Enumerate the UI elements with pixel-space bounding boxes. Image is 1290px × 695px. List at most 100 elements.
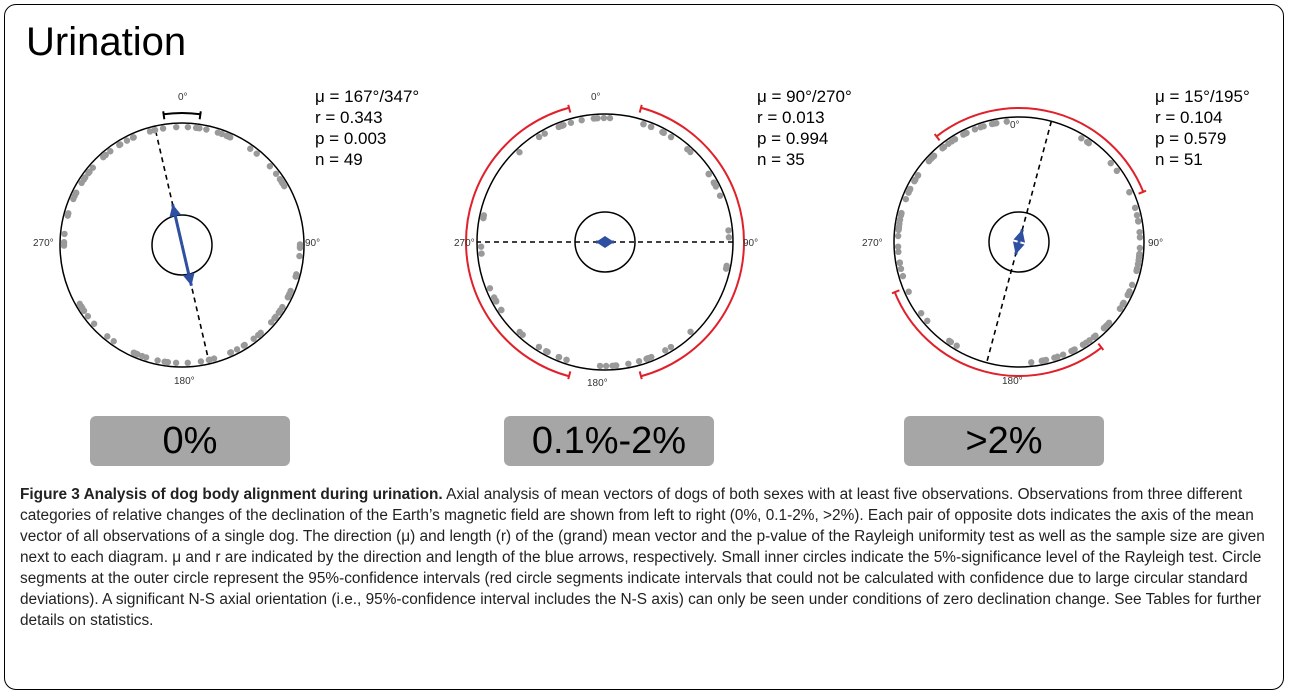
ci-end-tick: [567, 104, 572, 113]
data-dot: [197, 358, 205, 365]
plot-body-1: [59, 111, 305, 368]
data-dot: [1134, 260, 1142, 268]
data-dot: [991, 120, 998, 127]
data-dot: [78, 303, 85, 310]
data-dot: [1059, 351, 1067, 358]
data-dot: [541, 130, 548, 137]
data-dot: [723, 262, 730, 270]
data-dot: [946, 337, 953, 345]
data-dot: [1103, 322, 1111, 329]
data-dot: [1003, 118, 1010, 125]
data-dot: [606, 114, 614, 122]
stat-p-3: p = 0.579: [1155, 129, 1227, 148]
data-dot: [710, 179, 718, 186]
data-dot: [72, 189, 80, 196]
data-dot: [1135, 218, 1142, 225]
stat-r-1: r = 0.343: [315, 108, 383, 127]
data-dot: [267, 319, 275, 326]
data-dot: [203, 126, 210, 133]
stat-r-2: r = 0.013: [757, 108, 825, 127]
plot-body-2: [464, 104, 746, 380]
data-dot: [1126, 189, 1133, 196]
data-dot: [980, 123, 987, 130]
data-dot: [1128, 281, 1136, 289]
data-dot: [266, 163, 274, 170]
data-dot: [725, 227, 732, 234]
data-dot: [899, 272, 907, 280]
outer-circle: [893, 116, 1145, 368]
data-dot: [643, 355, 650, 363]
data-dot: [667, 133, 675, 141]
data-dot: [1136, 228, 1143, 236]
data-dot: [602, 362, 610, 370]
data-dot: [1068, 347, 1075, 355]
data-dot: [590, 115, 598, 122]
label-east-1: 90°: [305, 238, 321, 249]
data-dot: [1028, 359, 1035, 366]
data-dot: [1113, 167, 1121, 175]
data-dot: [563, 356, 570, 364]
category-box-3: >2%: [904, 416, 1104, 466]
data-dot: [612, 362, 620, 369]
data-dot: [516, 328, 523, 336]
data-dot: [1124, 291, 1131, 299]
data-dot: [123, 137, 131, 144]
data-dot: [596, 362, 604, 370]
figure-frame: [4, 4, 1284, 690]
stats-block-1: μ = 167°/347° r = 0.343 p = 0.003 n = 49: [315, 86, 419, 170]
data-dot: [716, 192, 724, 199]
data-dot: [953, 342, 960, 349]
data-dot: [477, 243, 485, 250]
data-dot: [296, 244, 304, 252]
significance-circle: [151, 214, 213, 276]
data-dot: [1133, 267, 1140, 275]
category-box-2: 0.1%-2%: [504, 416, 714, 466]
data-dot: [129, 134, 137, 141]
data-dot: [894, 232, 902, 240]
data-dot: [924, 317, 931, 325]
stat-mu-3: μ = 15°/195°: [1155, 87, 1250, 106]
figure-title: Urination: [26, 20, 187, 64]
arrow-head: [605, 236, 614, 248]
data-dot: [897, 265, 905, 273]
confidence-interval-arc: [893, 291, 1103, 377]
confidence-interval-arc: [163, 112, 201, 116]
data-dot: [912, 176, 919, 183]
circular-plot-panel-1: [50, 80, 430, 410]
data-dot: [486, 285, 494, 292]
data-dot: [895, 248, 902, 256]
data-dot: [154, 357, 161, 364]
data-dot: [567, 119, 575, 126]
data-dot: [1040, 357, 1047, 364]
data-dot: [227, 349, 235, 356]
data-dot: [1085, 139, 1092, 147]
data-dot: [535, 133, 543, 141]
data-dot: [253, 150, 260, 157]
circular-plot-panel-3: [870, 80, 1250, 410]
data-dot: [480, 214, 487, 222]
data-dot: [250, 335, 257, 342]
data-dot: [535, 343, 543, 351]
data-dot: [1082, 339, 1090, 346]
confidence-interval-arc: [935, 107, 1145, 193]
data-dot: [662, 347, 669, 354]
data-dot: [104, 333, 111, 340]
ci-end-tick: [162, 111, 166, 120]
data-dot: [647, 123, 655, 131]
data-dot: [255, 331, 262, 339]
data-dot: [659, 128, 666, 136]
data-dot: [1136, 244, 1144, 252]
mean-axis-line: [985, 121, 1053, 363]
data-dot: [894, 243, 902, 250]
data-dot: [963, 129, 970, 137]
data-dot: [948, 138, 956, 145]
data-dot: [80, 176, 87, 183]
arrow-head: [1012, 241, 1025, 255]
data-dot: [116, 141, 123, 149]
data-dot: [131, 349, 138, 357]
data-dot: [172, 359, 180, 367]
arrow-head: [182, 272, 195, 286]
label-south-3: 180°: [1002, 376, 1023, 387]
data-dot: [1119, 301, 1126, 308]
arrow-head: [1013, 229, 1026, 243]
